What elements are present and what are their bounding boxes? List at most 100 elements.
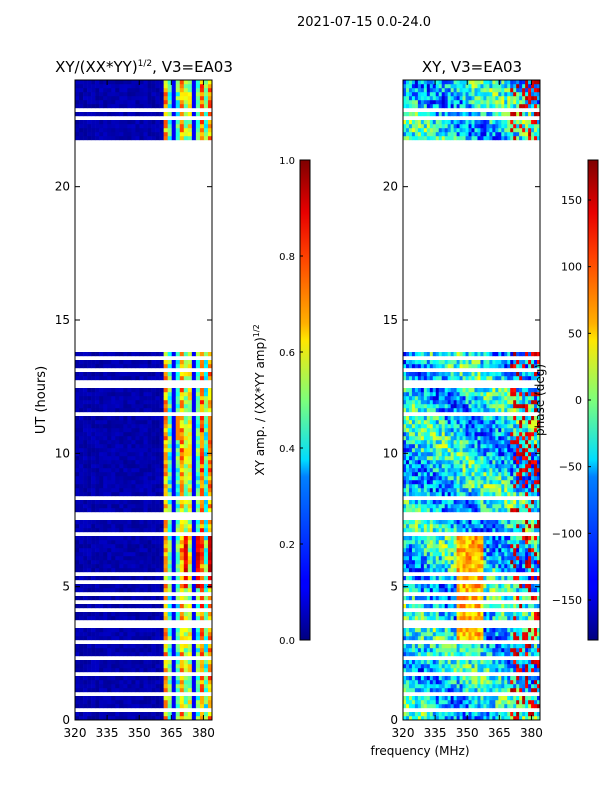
- heatmap-cell: [103, 652, 108, 657]
- heatmap-cell: [79, 96, 84, 101]
- heatmap-cell: [519, 588, 523, 593]
- heatmap-cell: [143, 88, 148, 93]
- heatmap-cell: [163, 696, 168, 701]
- heatmap-cell: [103, 548, 108, 553]
- heatmap-cell: [143, 492, 148, 497]
- heatmap-cell: [420, 704, 425, 709]
- heatmap-cell: [127, 456, 132, 461]
- heatmap-cell: [486, 604, 490, 609]
- heatmap-cell: [103, 716, 108, 720]
- heatmap-cell: [175, 548, 181, 553]
- heatmap-cell: [99, 136, 104, 141]
- heatmap-cell: [429, 664, 434, 669]
- heatmap-cell: [175, 404, 181, 409]
- heatmap-cell: [528, 540, 532, 545]
- heatmap-cell: [163, 128, 168, 133]
- heatmap-cell: [131, 628, 136, 633]
- heatmap-cell: [163, 88, 168, 93]
- heatmap-cell: [135, 668, 140, 673]
- heatmap-cell: [171, 716, 177, 720]
- heatmap-cell: [167, 488, 173, 493]
- heatmap-cell: [131, 688, 136, 693]
- heatmap-cell: [191, 352, 197, 357]
- heatmap-cell: [534, 540, 538, 545]
- heatmap-cell: [495, 508, 499, 513]
- heatmap-cell: [99, 644, 104, 649]
- heatmap-cell: [441, 552, 445, 557]
- heatmap-cell: [147, 684, 152, 689]
- heatmap-cell: [199, 444, 205, 449]
- heatmap-cell: [107, 584, 112, 589]
- heatmap-cell: [483, 504, 487, 509]
- heatmap-cell: [103, 664, 108, 669]
- heatmap-cell: [139, 560, 144, 565]
- heatmap-cell: [103, 616, 108, 621]
- heatmap-cell: [417, 480, 422, 485]
- heatmap-cell: [203, 376, 209, 381]
- heatmap-cell: [79, 104, 84, 109]
- heatmap-cell: [167, 508, 173, 513]
- heatmap-cell: [127, 664, 132, 669]
- heatmap-cell: [516, 548, 520, 553]
- heatmap-cell: [131, 540, 136, 545]
- heatmap-cell: [119, 416, 124, 421]
- heatmap-cell: [147, 456, 152, 461]
- heatmap-cell: [203, 352, 209, 357]
- heatmap-cell: [513, 524, 517, 529]
- heatmap-cell: [139, 632, 144, 637]
- heatmap-cell: [107, 492, 112, 497]
- heatmap-cell: [83, 596, 88, 601]
- heatmap-cell: [135, 528, 140, 533]
- heatmap-cell: [107, 392, 112, 397]
- heatmap-cell: [429, 508, 434, 513]
- heatmap-cell: [426, 604, 431, 609]
- heatmap-cell: [87, 520, 92, 525]
- heatmap-cell: [507, 584, 511, 589]
- heatmap-cell: [139, 548, 144, 553]
- heatmap-cell: [447, 524, 451, 529]
- heatmap-cell: [441, 560, 445, 565]
- heatmap-cell: [432, 508, 437, 513]
- heatmap-cell: [75, 664, 80, 669]
- heatmap-cell: [191, 552, 197, 557]
- heatmap-cell: [203, 564, 209, 569]
- heatmap-cell: [537, 700, 540, 705]
- heatmap-cell: [199, 564, 205, 569]
- heatmap-cell: [171, 520, 177, 525]
- heatmap-cell: [171, 684, 177, 689]
- heatmap-cell: [127, 376, 132, 381]
- heatmap-cell: [107, 664, 112, 669]
- heatmap-cell: [115, 552, 120, 557]
- heatmap-cell: [171, 636, 177, 641]
- heatmap-cell: [155, 612, 160, 617]
- heatmap-cell: [179, 364, 185, 369]
- heatmap-cell: [417, 644, 422, 649]
- heatmap-cell: [103, 612, 108, 617]
- heatmap-cell: [498, 488, 502, 493]
- heatmap-cell: [432, 688, 437, 693]
- heatmap-cell: [139, 576, 144, 581]
- heatmap-cell: [159, 584, 164, 589]
- heatmap-cell: [79, 464, 84, 469]
- heatmap-cell: [91, 540, 96, 545]
- heatmap-cell: [123, 700, 128, 705]
- heatmap-cell: [507, 612, 511, 617]
- heatmap-cell: [405, 484, 410, 489]
- heatmap-cell: [143, 112, 148, 117]
- heatmap-cell: [107, 696, 112, 701]
- heatmap-cell: [123, 540, 128, 545]
- heatmap-cell: [411, 704, 416, 709]
- heatmap-cell: [438, 616, 443, 621]
- heatmap-cell: [191, 444, 197, 449]
- heatmap-cell: [199, 420, 205, 425]
- heatmap-cell: [87, 88, 92, 93]
- heatmap-cell: [107, 596, 112, 601]
- heatmap-cell: [498, 540, 502, 545]
- heatmap-cell: [115, 484, 120, 489]
- heatmap-cell: [139, 364, 144, 369]
- heatmap-cell: [159, 644, 164, 649]
- heatmap-cell: [471, 524, 475, 529]
- heatmap-cell: [175, 616, 181, 621]
- heatmap-cell: [414, 664, 419, 669]
- heatmap-cell: [79, 568, 84, 573]
